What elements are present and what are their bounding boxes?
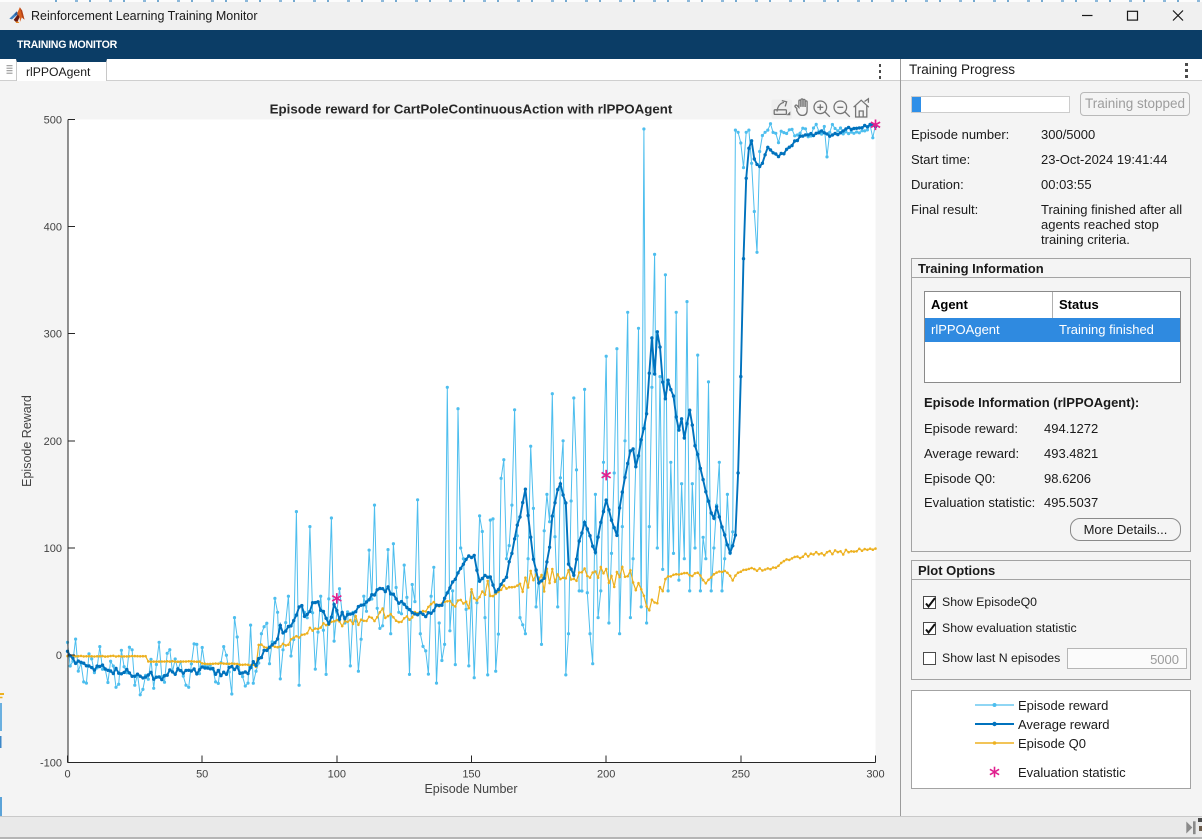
- svg-text:0: 0: [64, 768, 70, 780]
- svg-text:Episode reward for CartPoleCon: Episode reward for CartPoleContinuousAct…: [270, 102, 673, 117]
- svg-text:300: 300: [44, 329, 62, 341]
- svg-text:150: 150: [462, 768, 480, 780]
- svg-text:400: 400: [44, 222, 62, 234]
- svg-text:50: 50: [196, 768, 208, 780]
- svg-text:0: 0: [56, 650, 62, 662]
- svg-text:200: 200: [44, 436, 62, 448]
- svg-text:-100: -100: [40, 757, 62, 769]
- svg-text:200: 200: [597, 768, 615, 780]
- svg-text:500: 500: [44, 114, 62, 126]
- svg-text:Episode Reward: Episode Reward: [20, 395, 34, 487]
- svg-text:Episode Number: Episode Number: [424, 782, 517, 796]
- svg-text:100: 100: [44, 543, 62, 555]
- svg-text:250: 250: [732, 768, 750, 780]
- svg-text:300: 300: [866, 768, 884, 780]
- svg-text:100: 100: [328, 768, 346, 780]
